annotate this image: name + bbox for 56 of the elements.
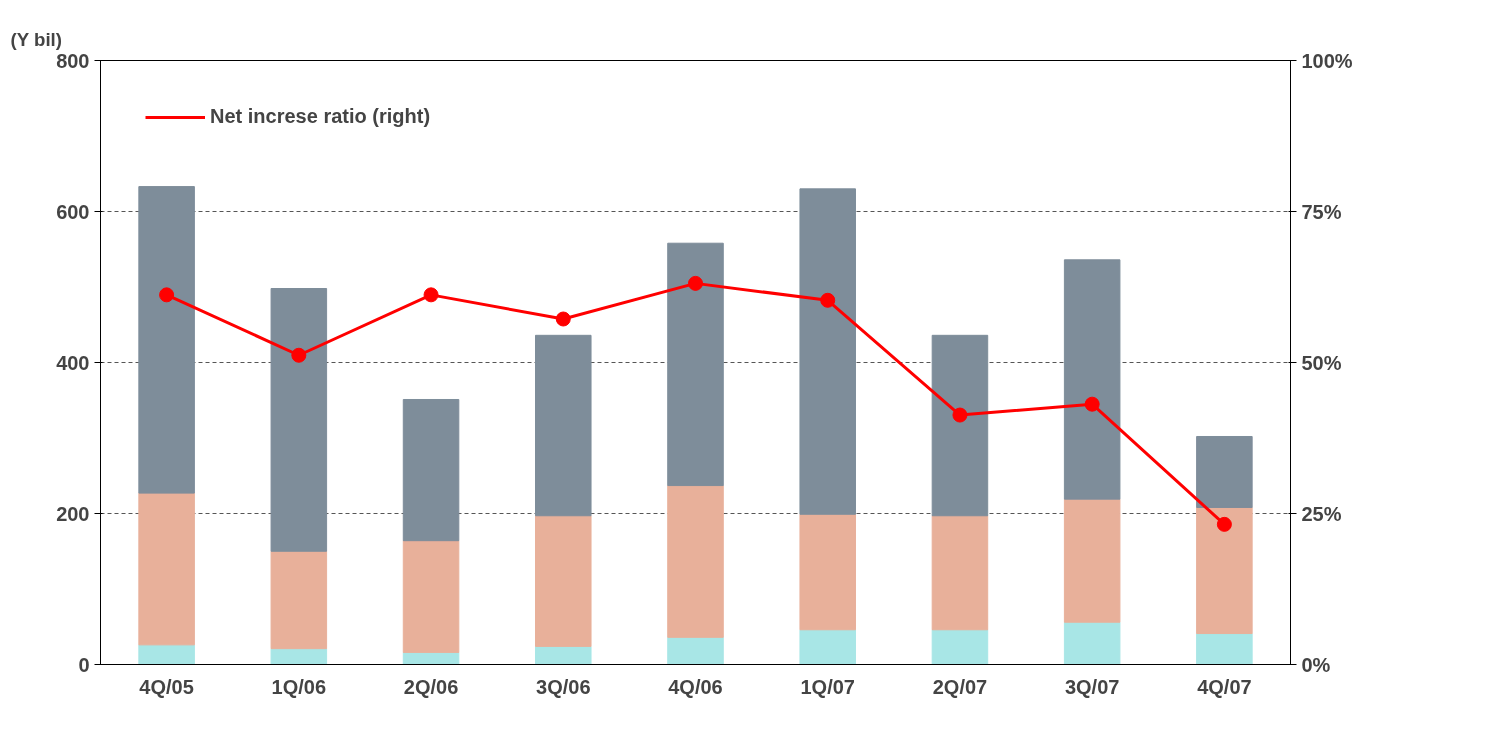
y2-tick-label: 50% — [1301, 351, 1342, 374]
bar — [138, 492, 195, 646]
y2-tick-label: 75% — [1301, 200, 1342, 223]
bar — [931, 629, 989, 665]
point — [159, 287, 175, 303]
x-tick-label: 1Q/07 — [800, 675, 855, 698]
bar — [799, 629, 856, 665]
bar — [799, 188, 856, 515]
y-tick-label: 0 — [78, 653, 90, 676]
point — [688, 275, 703, 291]
x-tick-label: 1Q/06 — [271, 675, 327, 698]
bar — [667, 636, 724, 665]
bar — [931, 515, 989, 631]
y-tick-label: 800 — [56, 49, 90, 72]
bar — [1196, 435, 1253, 508]
bar — [1063, 498, 1121, 623]
legend-label: Net increse ratio (right) — [210, 105, 431, 128]
y-axis-title: (Y bil) — [10, 28, 62, 50]
bar — [1196, 633, 1253, 665]
x-tick-label: 4Q/06 — [668, 675, 723, 698]
point — [820, 292, 836, 308]
point — [291, 347, 307, 363]
bar — [1063, 621, 1121, 665]
y-tick-label: 600 — [56, 200, 90, 223]
bar — [270, 288, 328, 552]
bar — [402, 540, 460, 653]
bar — [138, 644, 195, 665]
x-tick-label: 2Q/06 — [403, 675, 459, 698]
x-tick-label: 4Q/07 — [1197, 675, 1252, 698]
bar — [270, 648, 328, 665]
bar — [667, 242, 724, 487]
x-tick-label: 3Q/06 — [536, 675, 591, 698]
point — [1084, 396, 1100, 412]
point — [555, 311, 571, 327]
x-tick-label: 3Q/07 — [1064, 675, 1120, 698]
point — [1216, 516, 1232, 532]
point — [423, 287, 439, 303]
y-tick-label: 400 — [56, 351, 90, 374]
bar — [799, 513, 856, 631]
y2-tick-label: 100% — [1301, 49, 1353, 72]
bar — [1196, 506, 1253, 635]
bar — [535, 515, 592, 647]
bar — [402, 398, 460, 542]
x-tick-label: 4Q/05 — [139, 675, 194, 698]
y2-tick-label: 25% — [1301, 502, 1342, 525]
y-tick-label: 200 — [56, 502, 90, 525]
point — [952, 407, 968, 423]
bar — [138, 186, 195, 494]
y2-tick-label: 0% — [1301, 653, 1331, 676]
bar — [535, 645, 592, 665]
bar — [535, 334, 592, 517]
x-tick-label: 2Q/07 — [932, 675, 988, 698]
bar — [1063, 259, 1121, 500]
bar — [931, 334, 989, 517]
bar — [667, 485, 724, 638]
bar — [270, 550, 328, 650]
